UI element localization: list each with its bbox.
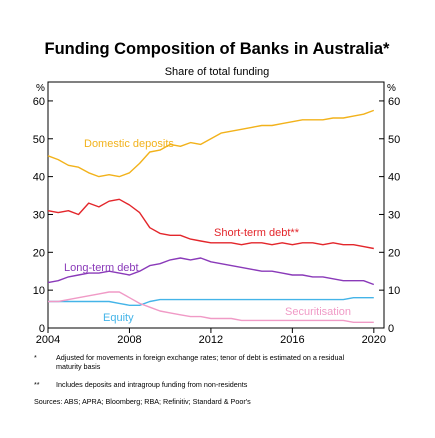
x-tick-label: 2016 (280, 334, 304, 346)
series-lines (47, 109, 375, 323)
y-tick-label-right: 0 (388, 323, 394, 335)
series-line-equity (48, 297, 374, 306)
series-line-short-term-debt (47, 198, 374, 250)
y-tick-label-left: 0 (39, 323, 45, 335)
footnote-2-text: Includes deposits and intragroup funding… (56, 380, 248, 389)
series-line-securitisation (48, 291, 374, 323)
y-tick-label-left: 10 (33, 285, 45, 297)
footnote-1-marker: * (34, 353, 37, 362)
sources-note: Sources: ABS; APRA; Bloomberg; RBA; Refi… (34, 397, 251, 406)
domestic-deposits-label: Domestic deposits (84, 138, 174, 150)
footnote-1-text: Adjusted for movements in foreign exchan… (56, 353, 345, 371)
equity-label: Equity (103, 312, 134, 324)
y-tick-label-right: 20 (388, 247, 400, 259)
footnote-2-marker: ** (34, 380, 40, 389)
y-tick-label-right: 50 (388, 134, 400, 146)
x-tick-label: 2008 (117, 334, 141, 346)
plot-area (47, 81, 385, 329)
series-line-domestic-deposits (47, 109, 375, 178)
right-axis-unit: % (387, 83, 396, 94)
y-tick-label-right: 30 (388, 209, 400, 221)
x-tick-label: 2004 (36, 334, 60, 346)
series-labels: Domestic deposits Short-term debt** Long… (64, 138, 351, 324)
y-tick-label-left: 60 (33, 96, 45, 108)
series-line-long-term-debt (47, 257, 375, 286)
chart-subtitle: Share of total funding (165, 66, 270, 78)
x-tick-label: 2012 (199, 334, 223, 346)
long-term-debt-label: Long-term debt (64, 262, 139, 274)
securitisation-label: Securitisation (285, 306, 351, 318)
y-tick-label-right: 10 (388, 285, 400, 297)
left-axis-unit: % (36, 83, 45, 94)
short-term-debt-label: Short-term debt** (214, 227, 300, 239)
chart-title: Funding Composition of Banks in Australi… (45, 40, 391, 58)
y-tick-label-left: 40 (33, 172, 45, 184)
y-tick-label-left: 20 (33, 247, 45, 259)
y-tick-label-right: 60 (388, 96, 400, 108)
x-tick-label: 2020 (362, 334, 386, 346)
y-tick-label-left: 30 (33, 209, 45, 221)
y-tick-label-right: 40 (388, 172, 400, 184)
y-tick-label-left: 50 (33, 134, 45, 146)
